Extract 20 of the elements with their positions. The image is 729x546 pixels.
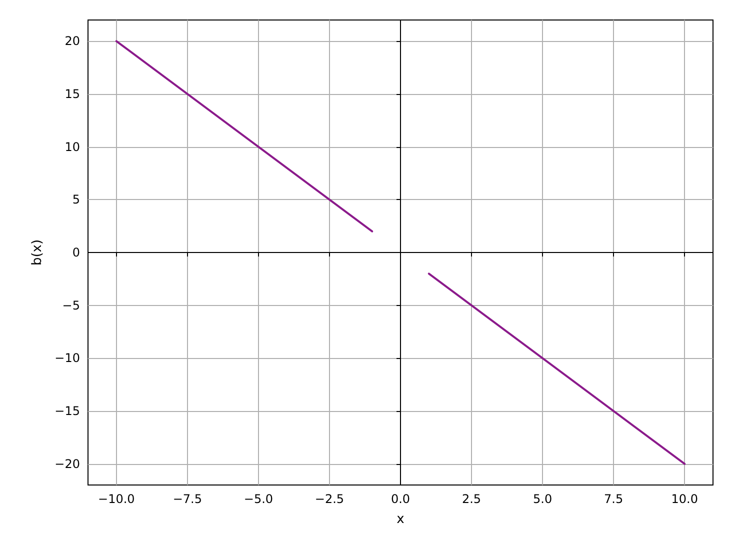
x-tick-label: −7.5 (172, 492, 202, 506)
x-tick-label: −5.0 (244, 492, 274, 506)
y-tick-label: −20 (54, 456, 80, 471)
x-tick-label: 10.0 (671, 492, 698, 506)
x-tick-label: 5.0 (533, 492, 552, 506)
x-tick-label: −2.5 (314, 492, 344, 506)
y-tick-label: −15 (54, 404, 80, 418)
y-tick-label: 10 (64, 140, 80, 154)
y-tick-label: −5 (62, 298, 80, 312)
y-tick-label: 15 (64, 86, 80, 101)
x-tick-label: 0.0 (390, 492, 410, 506)
x-tick-label: −10.0 (98, 492, 135, 506)
x-tick-label: 7.5 (604, 492, 624, 506)
y-axis-title: b(x) (30, 239, 45, 266)
y-tick-label: 20 (64, 34, 80, 48)
x-axis-title: x (396, 512, 405, 527)
y-tick-label: 5 (72, 192, 80, 207)
x-tick-label: 2.5 (462, 492, 482, 506)
y-tick-label: −10 (54, 351, 80, 366)
y-tick-label: 0 (72, 246, 80, 260)
